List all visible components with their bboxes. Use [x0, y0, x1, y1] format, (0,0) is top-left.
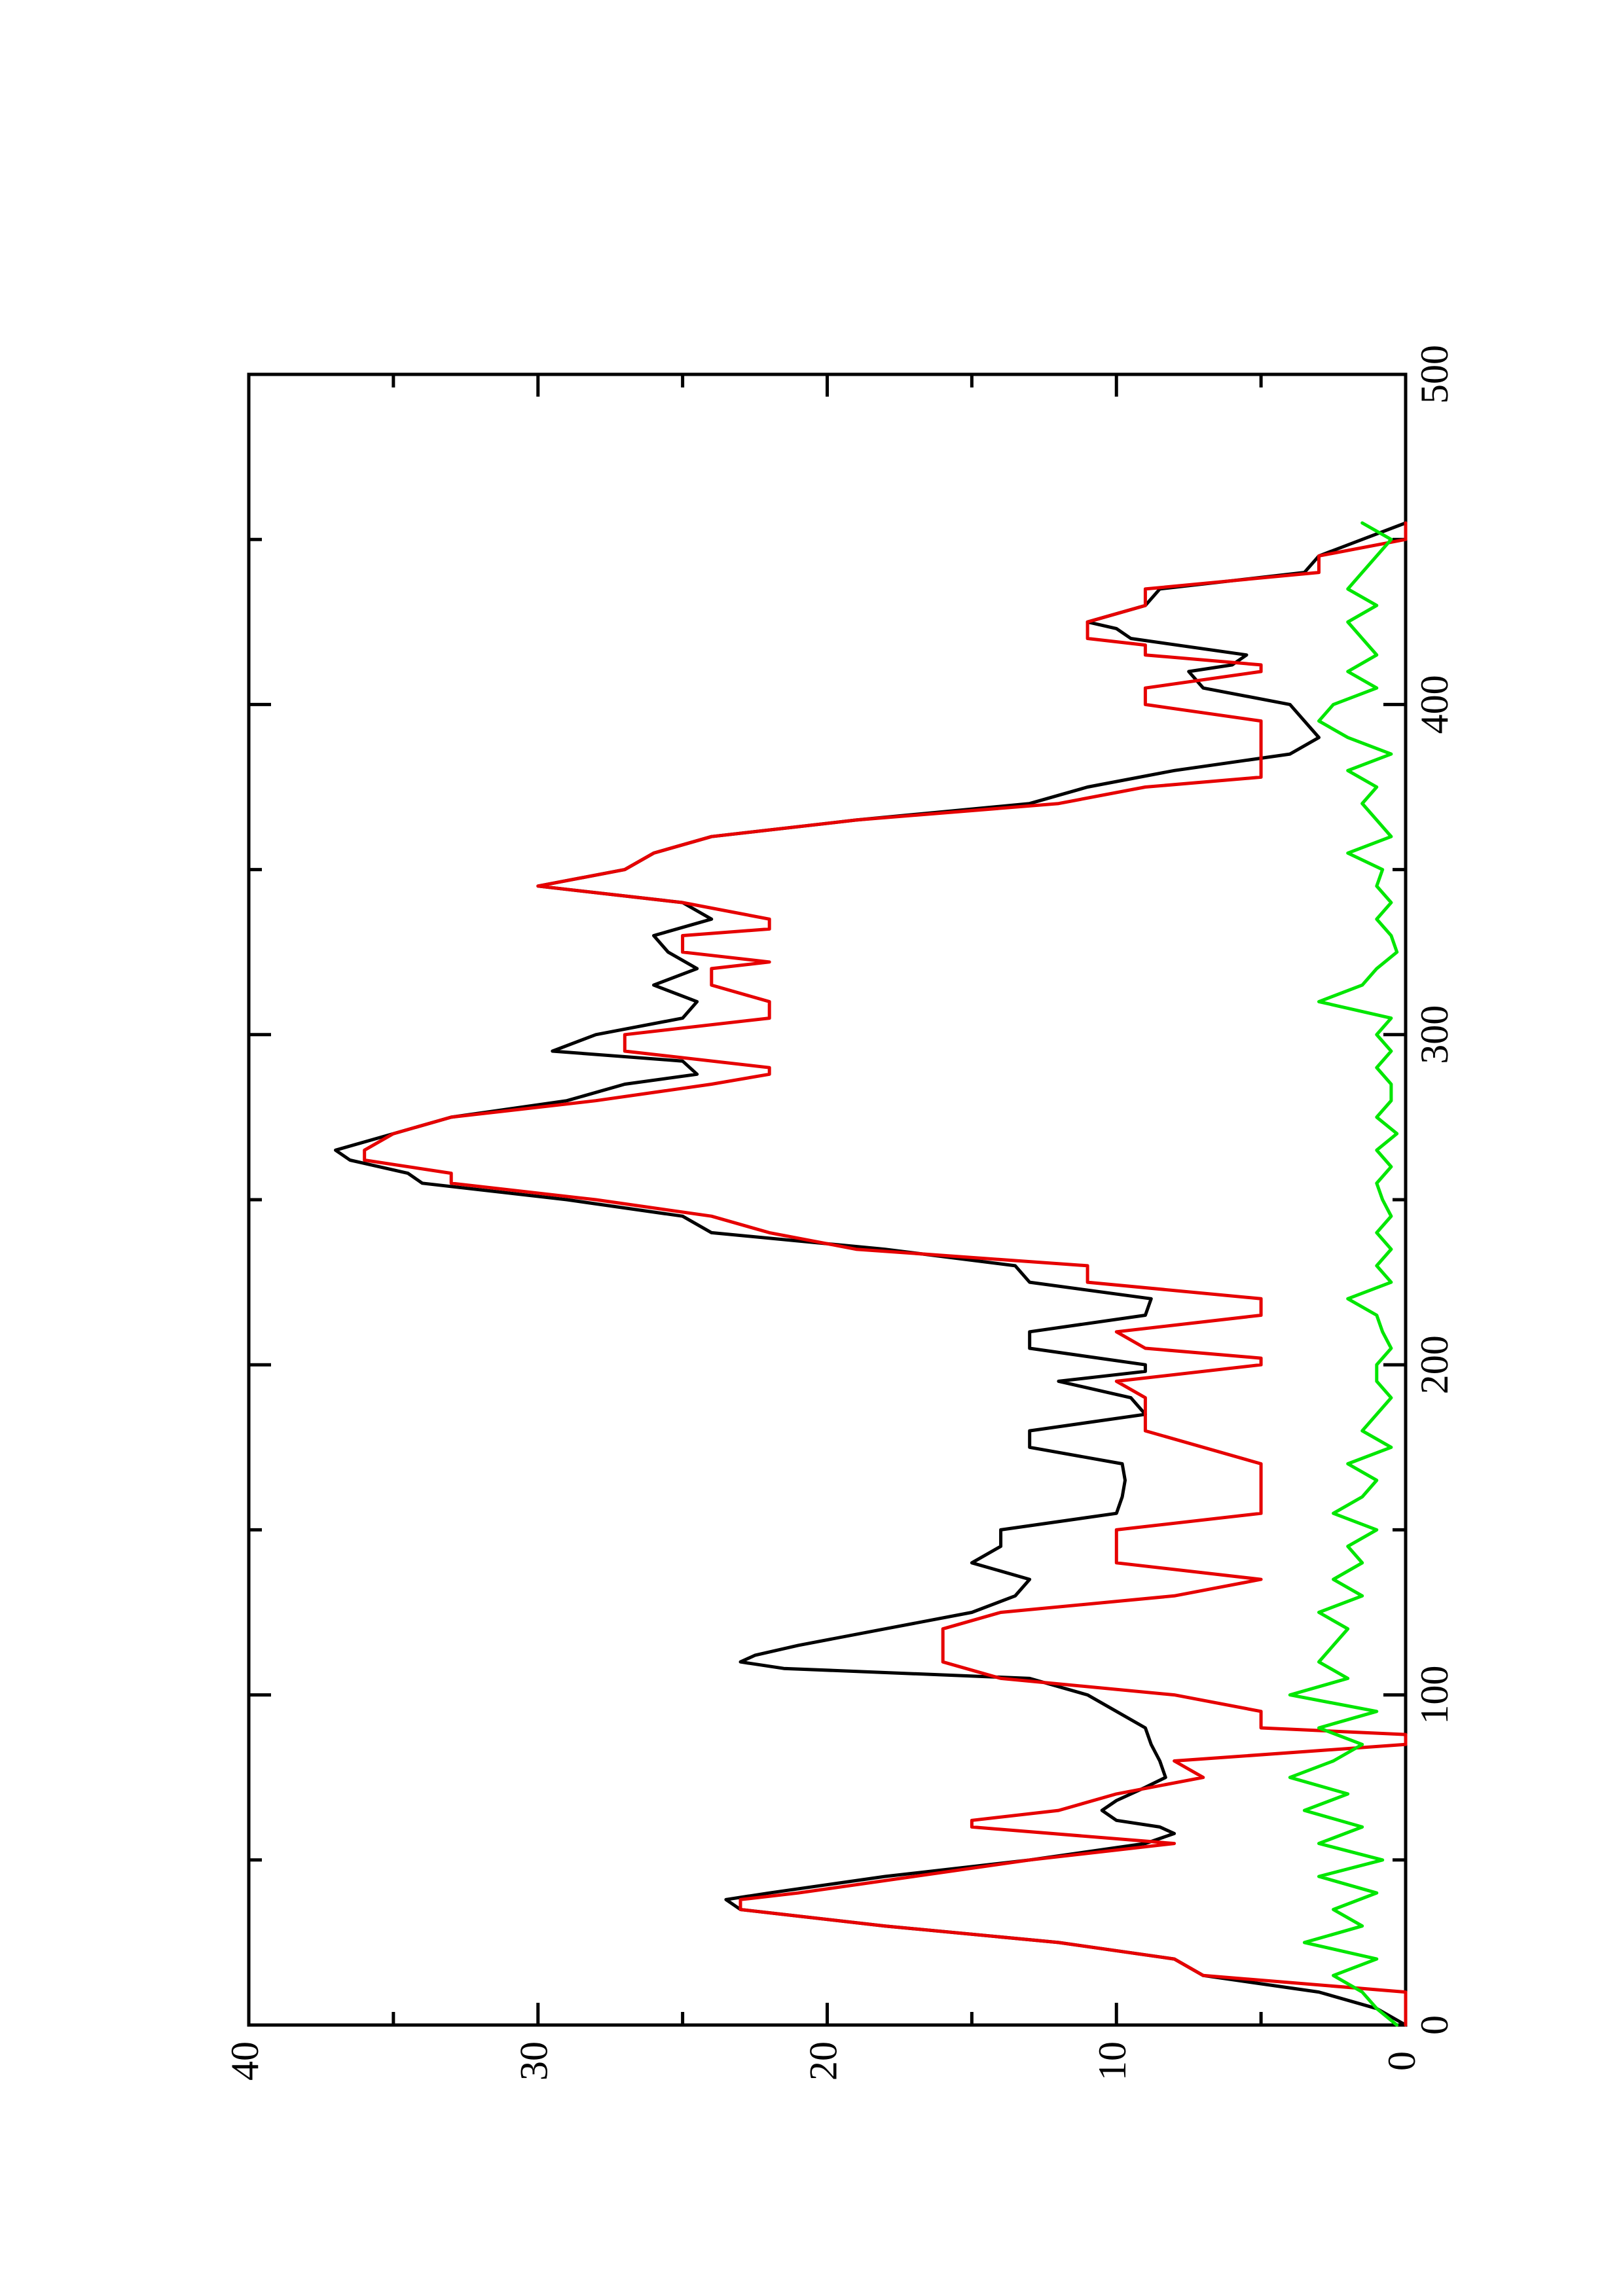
- x-tick-label: 300: [1413, 1005, 1456, 1064]
- tick-labels: 0 100 200 300 400 500 0 10 20 30 40: [223, 345, 1456, 2081]
- series-line-3: [1288, 521, 1399, 2027]
- x-tick-label: 400: [1413, 675, 1456, 734]
- data-series: [334, 521, 1408, 2027]
- series-line-2: [363, 521, 1408, 2027]
- x-tick-label: 0: [1413, 2015, 1456, 2035]
- y-tick-label: 20: [801, 2041, 845, 2081]
- y-tick-label: 30: [513, 2041, 556, 2081]
- plot-frame: [247, 372, 1408, 2027]
- y-tick-label: 10: [1091, 2041, 1134, 2081]
- y-tick-label: 40: [223, 2041, 266, 2081]
- x-tick-label: 100: [1413, 1666, 1456, 1725]
- y-tick-label: 0: [1380, 2051, 1423, 2071]
- series-line-1: [334, 521, 1408, 2027]
- x-tick-label: 200: [1413, 1335, 1456, 1394]
- x-tick-label: 500: [1413, 345, 1456, 404]
- tick-marks: [247, 372, 1408, 2027]
